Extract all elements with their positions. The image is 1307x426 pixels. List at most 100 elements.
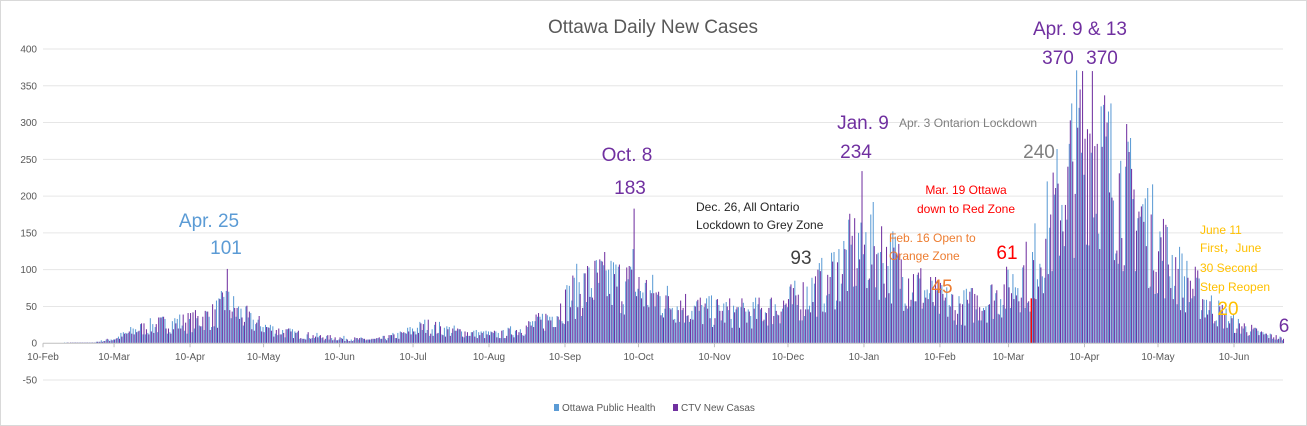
bar-ottawa-public-health <box>549 316 551 344</box>
bar-ottawa-public-health <box>764 312 766 344</box>
bar-ctv-new-cases <box>925 297 927 344</box>
bar-ottawa-public-health <box>946 287 948 344</box>
bar-ctv-new-cases <box>719 310 721 344</box>
bar-ottawa-public-health <box>291 329 293 344</box>
bar-ctv-new-cases <box>770 297 772 344</box>
bar-ottawa-public-health <box>1245 326 1247 344</box>
bar-ctv-new-cases <box>334 337 336 344</box>
bar-ctv-new-cases <box>890 303 892 344</box>
bar-ottawa-public-health <box>1022 267 1024 344</box>
bar-ottawa-public-health <box>287 329 289 344</box>
bar-ottawa-public-health <box>916 274 918 344</box>
bar-ctv-new-cases <box>954 310 956 344</box>
bar-ottawa-public-health <box>590 288 592 344</box>
bar-ctv-new-cases <box>425 332 427 344</box>
bar-ottawa-public-health <box>551 316 553 344</box>
bar-ottawa-public-health <box>348 341 350 344</box>
bar-ctv-new-cases <box>542 328 544 344</box>
bar-ottawa-public-health <box>987 304 989 344</box>
bar-ctv-new-cases <box>609 293 611 344</box>
bar-ctv-new-cases <box>984 310 986 344</box>
bar-ottawa-public-health <box>1191 298 1193 344</box>
bar-ctv-new-cases <box>1211 313 1213 344</box>
bar-ottawa-public-health <box>642 292 644 344</box>
bar-ctv-new-cases <box>197 316 199 344</box>
bar-ctv-new-cases <box>883 283 885 344</box>
bar-ottawa-public-health <box>576 263 578 344</box>
bar-ctv-new-cases <box>832 261 834 344</box>
annotation-feb16-value: 45 <box>931 277 952 298</box>
bar-ctv-new-cases <box>484 338 486 344</box>
annotation-jun30-value: 6 <box>1279 316 1290 337</box>
bar-ottawa-public-health <box>120 332 122 344</box>
bar-ottawa-public-health <box>117 336 119 344</box>
bar-ctv-new-cases <box>834 309 836 344</box>
bar-ottawa-public-health <box>198 325 200 344</box>
bar-ctv-new-cases <box>729 298 731 344</box>
annotation-apr25-date: Apr. 25 <box>179 211 239 232</box>
bar-ottawa-public-health <box>737 307 739 344</box>
bar-ctv-new-cases <box>280 334 282 344</box>
bar-ctv-new-cases <box>1018 301 1020 344</box>
bar-ctv-new-cases <box>1138 211 1140 344</box>
bar-ottawa-public-health <box>277 335 279 344</box>
bar-ctv-new-cases <box>106 338 108 344</box>
bar-ottawa-public-health <box>1085 244 1087 344</box>
bar-ctv-new-cases <box>511 334 513 344</box>
bar-ottawa-public-health <box>733 305 735 344</box>
legend-swatch <box>673 404 678 411</box>
bar-ctv-new-cases <box>403 332 405 344</box>
bar-ottawa-public-health <box>510 326 512 344</box>
bar-ottawa-public-health <box>720 320 722 344</box>
bar-ottawa-public-health <box>728 310 730 344</box>
bar-ctv-new-cases <box>359 338 361 344</box>
bar-ctv-new-cases <box>207 311 209 344</box>
bar-ottawa-public-health <box>1208 310 1210 344</box>
bar-ctv-new-cases <box>589 296 591 344</box>
bar-ottawa-public-health <box>833 252 835 344</box>
bar-ottawa-public-health <box>980 320 982 344</box>
bar-ctv-new-cases <box>290 331 292 344</box>
bar-ottawa-public-health <box>784 304 786 344</box>
bar-ottawa-public-health <box>698 310 700 344</box>
bar-ctv-new-cases <box>508 328 510 344</box>
bar-ottawa-public-health <box>453 325 455 344</box>
bar-ottawa-public-health <box>1120 160 1122 344</box>
bar-ctv-new-cases <box>707 308 709 344</box>
bar-ctv-new-cases <box>672 319 674 344</box>
bar-ctv-new-cases <box>988 304 990 344</box>
bar-ottawa-public-health <box>176 318 178 344</box>
bar-ottawa-public-health <box>358 339 360 344</box>
bar-ctv-new-cases <box>724 322 726 344</box>
bar-ctv-new-cases <box>1047 274 1049 344</box>
x-tick-label: 10-Dec <box>772 352 804 363</box>
bar-ctv-new-cases <box>1207 314 1209 344</box>
bar-ottawa-public-health <box>821 257 823 344</box>
bar-ottawa-public-health <box>1147 188 1149 344</box>
bar-ottawa-public-health <box>139 324 142 344</box>
bar-ottawa-public-health <box>1161 260 1163 344</box>
bar-ottawa-public-health <box>1041 276 1043 344</box>
bar-ottawa-public-health <box>831 252 833 344</box>
bar-ottawa-public-health <box>260 326 262 344</box>
bar-ottawa-public-health <box>242 325 244 344</box>
bar-ottawa-public-health <box>617 266 619 344</box>
bar-ctv-new-cases <box>991 284 993 344</box>
bar-ctv-new-cases <box>1243 323 1245 344</box>
bar-ottawa-public-health <box>159 317 161 344</box>
bar-ottawa-public-health <box>1083 174 1085 344</box>
bar-ctv-new-cases <box>812 302 814 344</box>
bar-ctv-new-cases <box>942 293 944 344</box>
bar-ctv-new-cases <box>346 339 348 344</box>
bar-ctv-new-cases <box>400 332 402 344</box>
bar-ottawa-public-health <box>595 260 597 344</box>
bar-ctv-new-cases <box>922 302 924 344</box>
bar-ottawa-public-health <box>1193 296 1195 344</box>
bar-ottawa-public-health <box>657 294 659 344</box>
bar-ottawa-public-health <box>546 315 548 344</box>
bar-ottawa-public-health <box>465 335 467 344</box>
bar-ottawa-public-health <box>992 318 994 344</box>
bar-ottawa-public-health <box>1012 274 1014 344</box>
bar-ctv-new-cases <box>1177 268 1179 344</box>
bar-ottawa-public-health <box>970 288 972 344</box>
